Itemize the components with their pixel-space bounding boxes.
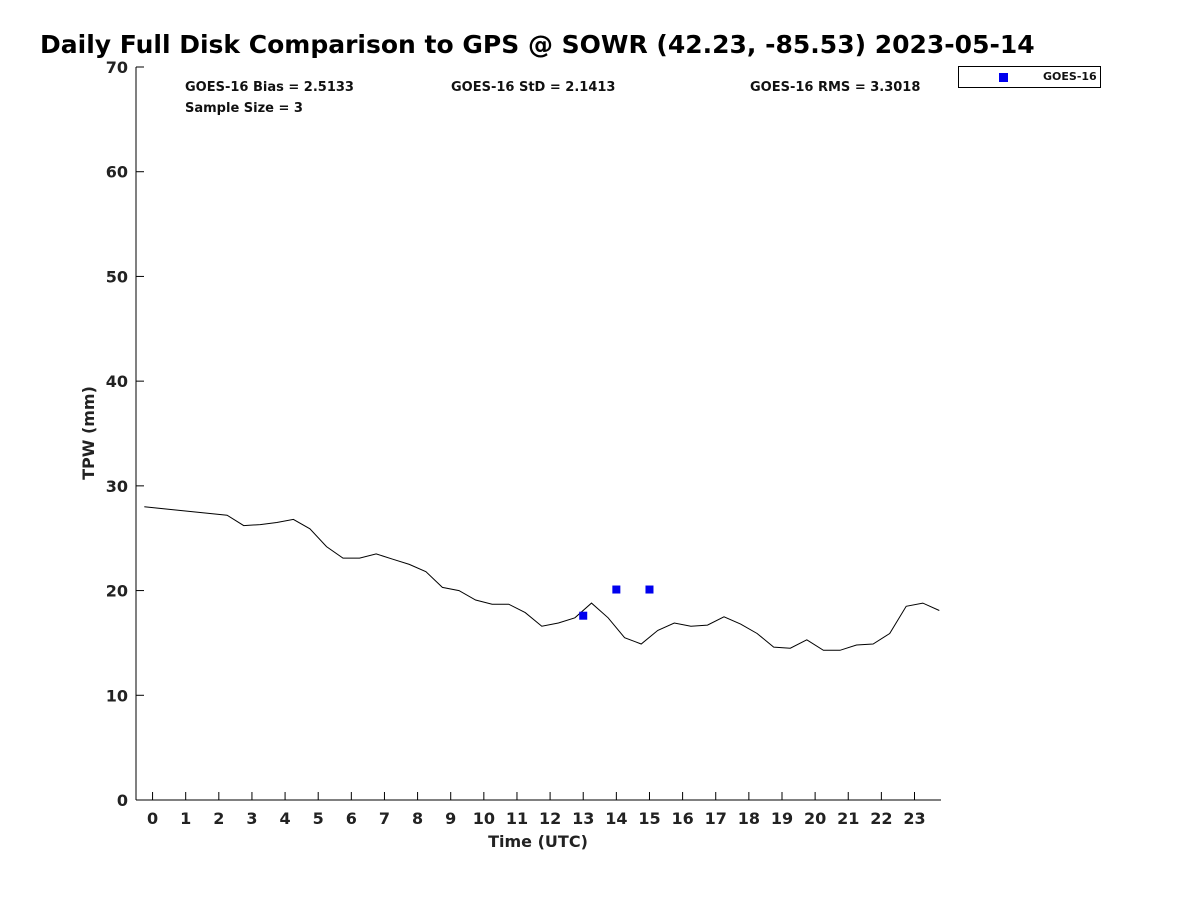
x-tick-label: 13 [572, 809, 594, 828]
x-tick-label: 12 [539, 809, 561, 828]
legend-label-goes16: GOES-16 [1043, 70, 1097, 83]
sample-size-stat: Sample Size = 3 [185, 101, 303, 116]
y-tick-label: 60 [106, 163, 128, 182]
y-tick-label: 10 [106, 686, 128, 705]
rms-stat: GOES-16 RMS = 3.3018 [750, 80, 921, 95]
x-tick-label: 11 [506, 809, 528, 828]
x-tick-label: 8 [412, 809, 423, 828]
y-axis-label: TPW (mm) [79, 386, 98, 480]
x-tick-label: 21 [837, 809, 859, 828]
x-tick-label: 16 [671, 809, 693, 828]
x-tick-label: 4 [280, 809, 291, 828]
legend-marker-goes16 [999, 73, 1008, 82]
x-tick-label: 22 [870, 809, 892, 828]
x-tick-label: 7 [379, 809, 390, 828]
marks [144, 506, 940, 651]
y-tick-label: 50 [106, 267, 128, 286]
chart-title: Daily Full Disk Comparison to GPS @ SOWR… [40, 30, 1035, 59]
x-tick-label: 14 [605, 809, 627, 828]
goes16-point [579, 611, 588, 620]
x-tick-label: 23 [903, 809, 925, 828]
x-tick-label: 5 [313, 809, 324, 828]
x-tick-label: 2 [213, 809, 224, 828]
x-axis-label: Time (UTC) [488, 832, 588, 851]
bias-stat: GOES-16 Bias = 2.5133 [185, 80, 354, 95]
x-tick-label: 1 [180, 809, 191, 828]
y-tick-label: 70 [106, 58, 128, 77]
legend: GOES-16 [958, 66, 1101, 88]
y-tick-label: 40 [106, 372, 128, 391]
x-tick-label: 10 [473, 809, 495, 828]
std-stat: GOES-16 StD = 2.1413 [451, 80, 616, 95]
y-tick-label: 0 [117, 791, 128, 810]
x-tick-label: 18 [738, 809, 760, 828]
gps-tpw-line [144, 506, 940, 651]
goes16-point [645, 585, 654, 594]
goes16-point [612, 585, 621, 594]
y-tick-label: 20 [106, 582, 128, 601]
x-tick-label: 15 [638, 809, 660, 828]
x-tick-label: 9 [445, 809, 456, 828]
x-tick-label: 3 [246, 809, 257, 828]
x-tick-label: 19 [771, 809, 793, 828]
x-tick-label: 20 [804, 809, 826, 828]
x-tick-label: 6 [346, 809, 357, 828]
x-tick-label: 0 [147, 809, 158, 828]
x-tick-label: 17 [705, 809, 727, 828]
y-tick-label: 30 [106, 477, 128, 496]
